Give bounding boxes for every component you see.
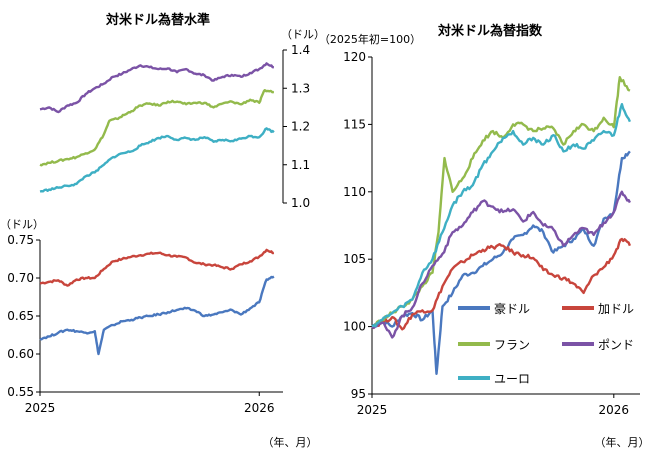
series-line-chf-right	[371, 76, 631, 328]
legend: 豪ドル 加ドル フラン ポンド ユーロ	[458, 301, 634, 386]
left-top-ytick-label: 1.4	[291, 43, 310, 57]
series-line-aud-left-bottom	[39, 275, 275, 356]
right-unit-label: （2025年初=100）	[319, 32, 421, 46]
series-line-eur-left-top	[39, 127, 275, 193]
series-line-cad-right	[371, 237, 632, 331]
left-chart-title: 対米ドル為替水準	[105, 12, 210, 28]
right-plot-area: 95 100 105 110 115 120 2025 2026	[343, 50, 640, 417]
left-top-ytick-label: 1.1	[291, 158, 310, 172]
left-bottom-xtick-label: 2025	[25, 401, 56, 415]
left-top-unit-label: （ドル）	[281, 28, 325, 41]
left-bottom-ytick-label: 0.75	[7, 233, 34, 247]
series-line-eur-right	[371, 103, 632, 328]
left-bottom-ytick-label: 0.60	[7, 347, 34, 361]
left-bottom-xtick-label: 2026	[244, 401, 275, 415]
left-top-ytick-label: 1.0	[291, 196, 310, 210]
right-chart-title: 対米ドル為替指数	[437, 23, 543, 39]
legend-label-cad: 加ドル	[598, 302, 634, 316]
series-line-gbp-right	[371, 190, 631, 339]
series-line-cad-left-bottom	[39, 248, 275, 287]
left-bottom-plot-area: 0.55 0.60 0.65 0.70 0.75 2025 2026	[7, 233, 283, 415]
left-bottom-ytick-label: 0.55	[7, 385, 34, 399]
right-xtick-label: 2026	[599, 403, 630, 417]
left-bottom-unit-label: （ドル）	[0, 218, 44, 231]
left-top-plot-area: 1.0 1.1 1.2 1.3 1.4	[39, 43, 310, 210]
legend-label-chf: フラン	[494, 338, 530, 352]
right-ytick-label: 110	[343, 185, 366, 199]
right-ytick-label: 120	[343, 50, 366, 64]
right-ytick-label: 105	[343, 252, 366, 266]
series-line-gbp-left-top	[39, 62, 274, 114]
legend-label-eur: ユーロ	[494, 372, 530, 386]
legend-label-aud: 豪ドル	[494, 301, 530, 316]
right-xtick-label: 2025	[357, 403, 388, 417]
left-bottom-ytick-label: 0.65	[7, 309, 34, 323]
left-x-axis-label: （年、月）	[263, 435, 318, 449]
right-x-axis-label: （年、月）	[595, 435, 650, 449]
left-top-ytick-label: 1.2	[291, 120, 310, 134]
legend-label-gbp: ポンド	[598, 338, 634, 352]
series-line-chf-left-top	[39, 89, 274, 167]
left-bottom-ytick-label: 0.70	[7, 271, 34, 285]
right-ytick-label: 100	[343, 320, 366, 334]
right-ytick-label: 115	[343, 117, 366, 131]
series-line-aud-right	[371, 150, 631, 375]
right-ytick-label: 95	[351, 387, 366, 401]
left-top-ytick-label: 1.3	[291, 81, 310, 95]
